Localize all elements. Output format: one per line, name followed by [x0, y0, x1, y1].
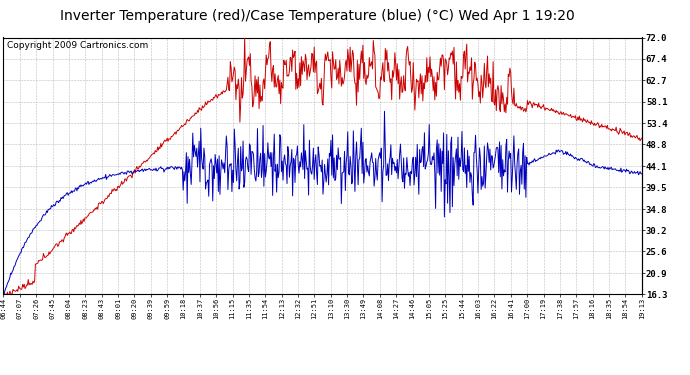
Text: Inverter Temperature (red)/Case Temperature (blue) (°C) Wed Apr 1 19:20: Inverter Temperature (red)/Case Temperat… [60, 9, 575, 23]
Text: Copyright 2009 Cartronics.com: Copyright 2009 Cartronics.com [7, 41, 148, 50]
